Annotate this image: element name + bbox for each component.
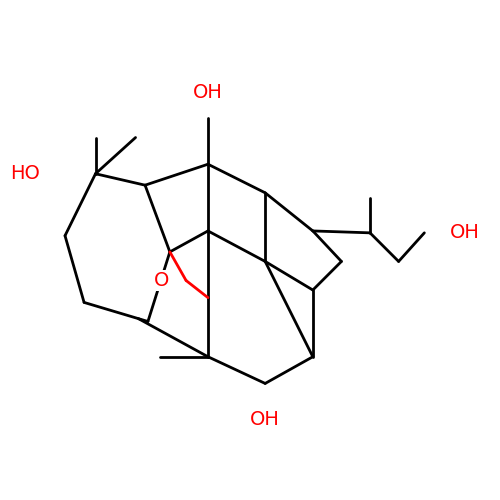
Text: OH: OH (450, 224, 480, 242)
Text: HO: HO (10, 164, 40, 183)
Text: OH: OH (250, 410, 280, 429)
Text: O: O (154, 271, 169, 290)
Text: OH: OH (193, 84, 223, 102)
